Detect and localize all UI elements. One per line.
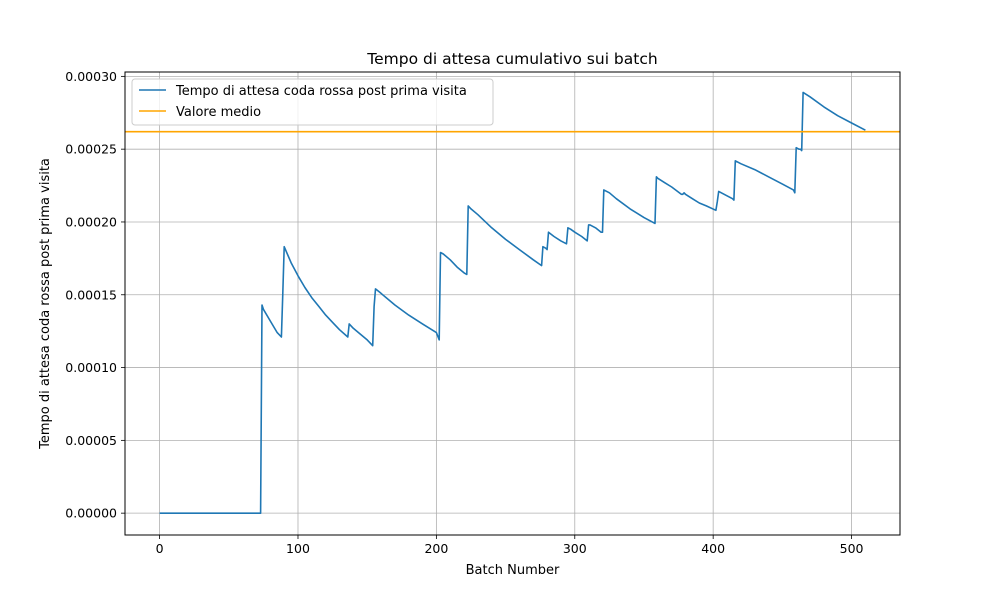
legend-label-series-1: Tempo di attesa coda rossa post prima vi… <box>175 84 467 99</box>
y-axis-label: Tempo di attesa coda rossa post prima vi… <box>38 158 53 450</box>
chart-title: Tempo di attesa cumulativo sui batch <box>366 50 657 68</box>
legend: Tempo di attesa coda rossa post prima vi… <box>131 78 494 126</box>
x-tick-label: 200 <box>424 541 448 556</box>
plot-area <box>125 72 900 535</box>
x-tick-label: 300 <box>563 541 587 556</box>
x-axis-ticks: 0 100 200 300 400 500 <box>156 535 864 556</box>
y-tick-label: 0.00025 <box>65 142 117 157</box>
x-tick-label: 0 <box>156 541 164 556</box>
x-tick-label: 500 <box>840 541 864 556</box>
x-tick-label: 100 <box>286 541 310 556</box>
y-axis-ticks: 0.00000 0.00005 0.00010 0.00015 0.00020 0.000… <box>65 69 125 521</box>
y-tick-label: 0.00000 <box>65 506 117 521</box>
y-tick-label: 0.00020 <box>65 214 117 229</box>
y-tick-label: 0.00005 <box>65 433 117 448</box>
y-tick-label: 0.00030 <box>65 69 117 84</box>
legend-label-series-2: Valore medio <box>176 105 261 120</box>
y-tick-label: 0.00015 <box>65 287 117 302</box>
series-layer <box>125 91 900 515</box>
x-axis-label: Batch Number <box>466 563 560 578</box>
plot-frame <box>124 71 901 536</box>
legend-box <box>131 78 494 126</box>
series-line-waiting-time <box>159 91 866 515</box>
y-tick-label: 0.00010 <box>65 360 117 375</box>
grid-lines <box>125 72 900 535</box>
x-tick-label: 400 <box>701 541 725 556</box>
